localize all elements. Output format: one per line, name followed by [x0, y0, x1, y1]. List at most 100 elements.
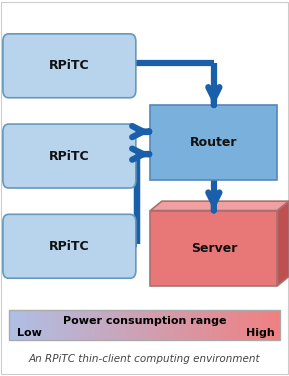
- Text: An RPiTC thin-client computing environment: An RPiTC thin-client computing environme…: [29, 354, 260, 364]
- Bar: [179, 310, 181, 340]
- Bar: [210, 310, 212, 340]
- Bar: [214, 310, 216, 340]
- Bar: [158, 310, 160, 340]
- Bar: [19, 310, 21, 340]
- Bar: [253, 310, 254, 340]
- Bar: [148, 310, 149, 340]
- Bar: [149, 310, 150, 340]
- Polygon shape: [150, 201, 289, 211]
- Bar: [276, 310, 277, 340]
- Bar: [142, 310, 144, 340]
- Bar: [147, 310, 148, 340]
- Text: Power consumption range: Power consumption range: [63, 316, 226, 326]
- Bar: [17, 310, 18, 340]
- Bar: [127, 310, 129, 340]
- Bar: [139, 310, 140, 340]
- Bar: [162, 310, 164, 340]
- Bar: [55, 310, 57, 340]
- Text: Router: Router: [190, 136, 238, 149]
- Text: High: High: [246, 328, 275, 338]
- Bar: [246, 310, 248, 340]
- Bar: [68, 310, 69, 340]
- Bar: [228, 310, 230, 340]
- Bar: [225, 310, 227, 340]
- Bar: [80, 310, 81, 340]
- Bar: [16, 310, 17, 340]
- Bar: [104, 310, 105, 340]
- Bar: [268, 310, 269, 340]
- Bar: [264, 310, 266, 340]
- Bar: [99, 310, 100, 340]
- Bar: [49, 310, 50, 340]
- Bar: [221, 310, 222, 340]
- Bar: [125, 310, 127, 340]
- Bar: [13, 310, 14, 340]
- Bar: [66, 310, 67, 340]
- Bar: [40, 310, 42, 340]
- Bar: [222, 310, 223, 340]
- Bar: [157, 310, 159, 340]
- Bar: [219, 310, 220, 340]
- Bar: [244, 310, 246, 340]
- Bar: [174, 310, 175, 340]
- Bar: [177, 310, 179, 340]
- Bar: [50, 310, 51, 340]
- Bar: [209, 310, 211, 340]
- Bar: [172, 310, 173, 340]
- Bar: [63, 310, 64, 340]
- Bar: [98, 310, 99, 340]
- Bar: [127, 310, 128, 340]
- Bar: [23, 310, 25, 340]
- Bar: [150, 310, 151, 340]
- Bar: [83, 310, 84, 340]
- Bar: [242, 310, 243, 340]
- Bar: [167, 310, 168, 340]
- Bar: [59, 310, 60, 340]
- Bar: [89, 310, 91, 340]
- Bar: [23, 310, 24, 340]
- Bar: [168, 310, 169, 340]
- Bar: [32, 310, 33, 340]
- Bar: [241, 310, 242, 340]
- Bar: [155, 310, 156, 340]
- Bar: [100, 310, 101, 340]
- Bar: [60, 310, 61, 340]
- Bar: [260, 310, 262, 340]
- Bar: [198, 310, 199, 340]
- Bar: [135, 310, 136, 340]
- Bar: [220, 310, 221, 340]
- Bar: [211, 310, 213, 340]
- Bar: [118, 310, 119, 340]
- Bar: [187, 310, 188, 340]
- Bar: [144, 310, 146, 340]
- Bar: [131, 310, 132, 340]
- Text: RPiTC: RPiTC: [49, 59, 90, 72]
- FancyBboxPatch shape: [3, 214, 136, 278]
- Bar: [266, 310, 267, 340]
- Bar: [70, 310, 72, 340]
- Bar: [62, 310, 63, 340]
- Bar: [182, 310, 183, 340]
- Bar: [120, 310, 121, 340]
- Bar: [153, 310, 154, 340]
- Text: RPiTC: RPiTC: [49, 150, 90, 162]
- FancyBboxPatch shape: [150, 105, 277, 180]
- Bar: [37, 310, 39, 340]
- Bar: [88, 310, 90, 340]
- Bar: [279, 310, 281, 340]
- Bar: [206, 310, 208, 340]
- Bar: [261, 310, 263, 340]
- Bar: [47, 310, 48, 340]
- Bar: [42, 310, 43, 340]
- Bar: [234, 310, 235, 340]
- Bar: [164, 310, 165, 340]
- Bar: [226, 310, 227, 340]
- Bar: [146, 310, 147, 340]
- Bar: [106, 310, 108, 340]
- Bar: [124, 310, 126, 340]
- Bar: [162, 310, 163, 340]
- Bar: [34, 310, 36, 340]
- Bar: [53, 310, 55, 340]
- Bar: [224, 310, 225, 340]
- Bar: [217, 310, 218, 340]
